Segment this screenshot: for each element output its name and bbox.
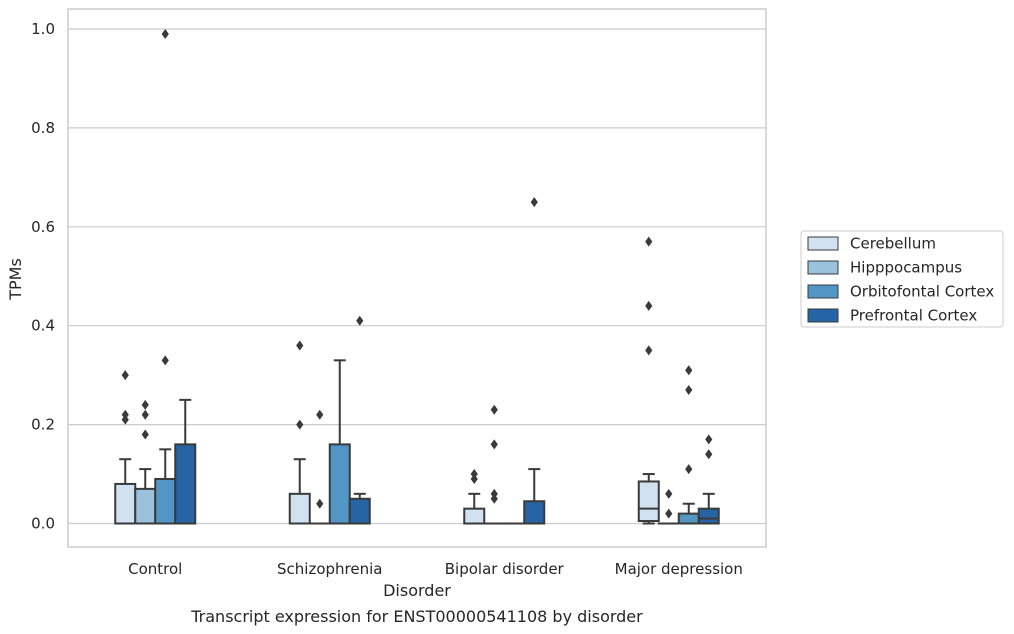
box-1-2: [483, 404, 506, 525]
outlier-point: [490, 404, 498, 415]
box-3-0: [174, 398, 197, 525]
x-tick-label: Control: [128, 560, 182, 578]
legend-label: Prefrontal Cortex: [850, 307, 977, 325]
box-body: [114, 482, 137, 525]
outlier-point: [470, 469, 478, 480]
box-body: [134, 487, 157, 525]
y-tick-label: 0.2: [31, 416, 55, 434]
outlier-point: [490, 439, 498, 450]
x-tick-label: Schizophrenia: [277, 560, 382, 578]
box-3-2: [523, 197, 546, 525]
box-0-3: [637, 236, 660, 525]
outlier-point: [296, 340, 304, 351]
outlier-point: [141, 399, 149, 410]
outlier-point: [705, 434, 713, 445]
outlier-point: [645, 345, 653, 356]
y-tick-label: 0.8: [31, 119, 55, 137]
x-tick-label: Major depression: [615, 560, 743, 578]
legend-label: Hipppocampus: [850, 259, 962, 277]
x-axis-label: Disorder: [383, 581, 451, 600]
box-body: [463, 507, 486, 525]
box-body: [637, 480, 660, 523]
legend-swatch: [807, 260, 839, 275]
outlier-point: [645, 300, 653, 311]
outlier-point: [705, 449, 713, 460]
outlier-point: [665, 508, 673, 519]
box-body: [328, 443, 351, 525]
box-2-1: [328, 359, 351, 525]
legend-swatch: [807, 284, 839, 299]
outlier-point: [645, 236, 653, 247]
box-body: [677, 512, 700, 525]
box-body: [154, 477, 177, 525]
y-tick-label: 0.4: [31, 317, 55, 335]
box-1-0: [134, 399, 157, 525]
outlier-point: [141, 409, 149, 420]
box-body: [697, 507, 720, 525]
legend-swatch: [807, 236, 839, 251]
outlier-point: [316, 498, 324, 509]
legend-swatch: [807, 308, 839, 323]
y-tick-label: 1.0: [31, 20, 55, 38]
outlier-point: [296, 419, 304, 430]
box-2-3: [677, 365, 700, 525]
legend-label: Cerebellum: [850, 235, 936, 253]
box-body: [523, 500, 546, 525]
box-3-1: [348, 315, 371, 525]
outlier-point: [530, 197, 538, 208]
box-groups: [114, 28, 720, 525]
box-0-2: [463, 469, 486, 525]
chart-caption: Transcript expression for ENST0000054110…: [190, 607, 643, 626]
legend-frame: [800, 230, 1004, 328]
outlier-point: [141, 429, 149, 440]
plot-frame: [67, 8, 767, 548]
outlier-point: [121, 370, 129, 381]
outlier-point: [161, 355, 169, 366]
y-tick-label: 0.6: [31, 218, 55, 236]
y-tick-label: 0.0: [31, 515, 55, 533]
outlier-point: [685, 464, 693, 475]
outlier-point: [316, 409, 324, 420]
outlier-point: [161, 28, 169, 39]
plot-area: [68, 9, 766, 547]
outlier-point: [685, 384, 693, 395]
legend: Cerebellum Hipppocampus Orbitofontal Corte…: [800, 230, 1004, 328]
outlier-point: [665, 488, 673, 499]
outlier-point: [685, 365, 693, 376]
box-body: [348, 497, 371, 525]
box-1-3: [657, 488, 680, 525]
box-0-1: [288, 340, 311, 525]
outlier-point: [356, 315, 364, 326]
box-body: [174, 443, 197, 525]
y-axis-label: TPMs: [6, 258, 25, 301]
box-2-0: [154, 28, 177, 525]
outlier-point: [490, 488, 498, 499]
outlier-point: [121, 409, 129, 420]
x-axis-ticks: Control Schizophrenia Bipolar disorder Majo…: [128, 560, 743, 578]
box-3-3: [697, 434, 720, 525]
box-body: [288, 492, 311, 525]
y-axis-ticks: 0.0 0.2 0.4 0.6 0.8 1.0: [31, 20, 55, 533]
x-tick-label: Bipolar disorder: [445, 560, 565, 578]
legend-label: Orbitofontal Cortex: [850, 283, 994, 301]
